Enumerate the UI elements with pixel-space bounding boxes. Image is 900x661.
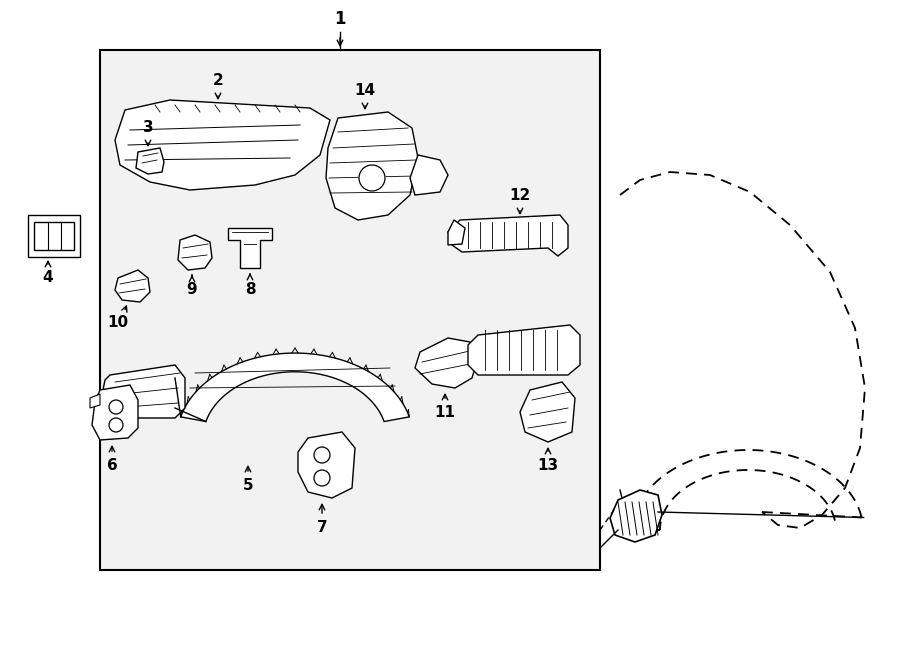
Text: 10: 10: [107, 315, 129, 330]
Polygon shape: [178, 235, 212, 270]
Polygon shape: [115, 270, 150, 302]
Polygon shape: [298, 432, 355, 498]
Circle shape: [359, 165, 385, 191]
Polygon shape: [34, 222, 74, 250]
Text: 13: 13: [537, 458, 559, 473]
Polygon shape: [520, 382, 575, 442]
Polygon shape: [115, 100, 330, 190]
Text: 9: 9: [186, 282, 197, 297]
Polygon shape: [415, 338, 478, 388]
Bar: [100, 50, 600, 570]
Text: 8: 8: [245, 282, 256, 297]
Polygon shape: [100, 365, 185, 418]
Text: 5: 5: [243, 478, 253, 493]
Polygon shape: [90, 394, 100, 408]
Polygon shape: [228, 228, 272, 268]
Polygon shape: [136, 148, 164, 174]
Text: 12: 12: [509, 188, 531, 203]
Circle shape: [314, 470, 330, 486]
Polygon shape: [610, 490, 662, 542]
Text: 7: 7: [317, 520, 328, 535]
Text: 4: 4: [42, 270, 53, 285]
Text: 1: 1: [334, 10, 346, 28]
Text: 6: 6: [106, 458, 117, 473]
Polygon shape: [181, 353, 410, 422]
Polygon shape: [448, 215, 568, 256]
Polygon shape: [468, 325, 580, 375]
Text: 14: 14: [355, 83, 375, 98]
Circle shape: [314, 447, 330, 463]
Polygon shape: [448, 220, 465, 245]
Circle shape: [109, 418, 123, 432]
Polygon shape: [92, 385, 138, 440]
Text: 3: 3: [143, 120, 153, 135]
Polygon shape: [326, 112, 418, 220]
Polygon shape: [410, 155, 448, 195]
Text: 2: 2: [212, 73, 223, 88]
Circle shape: [109, 400, 123, 414]
Text: 11: 11: [435, 405, 455, 420]
Polygon shape: [28, 215, 80, 257]
